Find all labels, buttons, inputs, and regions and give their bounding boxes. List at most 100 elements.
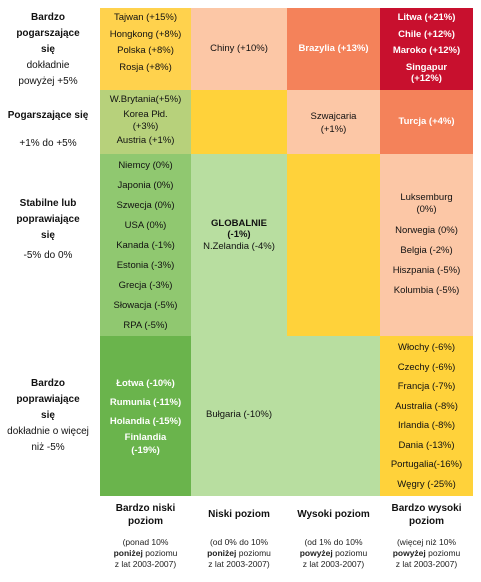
- cell-r2c3: Szwajcaria (+1%): [287, 90, 380, 154]
- list-item: Holandia (-15%): [109, 416, 182, 427]
- column-subtitle-text: poziomu: [428, 548, 461, 558]
- column-subtitle-line: poniżej poziomu: [191, 548, 287, 559]
- column-subtitle-line: (ponad 10%: [122, 537, 169, 547]
- list-item: GLOBALNIE (-1%): [211, 218, 267, 240]
- list-item: Słowacja (-5%): [113, 300, 178, 311]
- list-item: Estonia (-3%): [116, 260, 175, 271]
- column-subtitle-line: powyżej poziomu: [287, 548, 380, 559]
- row-label-3: Stabilne lub poprawiające się -5% do 0%: [0, 196, 96, 264]
- list-item: Japonia (0%): [117, 180, 174, 191]
- column-subtitle-line: z lat 2003-2007): [114, 559, 177, 569]
- list-item: Hongkong (+8%): [109, 28, 182, 40]
- cell-r2c2: [191, 90, 287, 154]
- list-item: Singapur (+12%): [405, 61, 448, 84]
- list-item: Tajwan (+15%): [113, 12, 178, 23]
- list-item: Brazylia (+13%): [298, 43, 369, 54]
- list-item: Luksemburg (0%): [400, 192, 453, 215]
- cell-r1c3: Brazylia (+13%): [287, 8, 380, 90]
- list-item: Austria (+1%): [116, 134, 175, 146]
- list-item: Dania (-13%): [398, 439, 455, 451]
- column-subtitle-4: (więcej niż 10% powyżej poziomu z lat 20…: [380, 537, 473, 570]
- list-item: Chiny (+10%): [210, 43, 268, 54]
- list-item: Szwajcaria (+1%): [310, 111, 357, 135]
- list-item: N.Zelandia (-4%): [203, 241, 275, 252]
- list-item: Chile (+12%): [398, 28, 455, 40]
- row-title: Bardzo pogarszające się: [16, 12, 80, 55]
- column-title-1: Bardzo niski poziom: [115, 503, 176, 527]
- cell-r3c1: Niemcy (0%) Japonia (0%) Szwecja (0%) US…: [100, 154, 191, 336]
- list-item: Kolumbia (-5%): [393, 285, 460, 296]
- column-subtitle-line: z lat 2003-2007): [395, 559, 458, 569]
- list-item: Finlandia (-19%): [124, 432, 167, 456]
- column-subtitle-3: (od 1% do 10% powyżej poziomu z lat 2003…: [287, 537, 380, 570]
- column-subtitle-line: poniżej poziomu: [100, 548, 191, 559]
- list-item: Norwegia (0%): [395, 225, 458, 236]
- cell-r4c4: Włochy (-6%) Czechy (-6%) Francja (-7%) …: [380, 336, 473, 496]
- row-subtitle: +1% do +5%: [19, 138, 77, 149]
- list-item: Belgia (-2%): [400, 245, 453, 256]
- column-subtitle-emphasis: poniżej: [207, 548, 237, 558]
- list-item: Łotwa (-10%): [116, 378, 175, 389]
- row-subtitle: dokładnie powyżej +5%: [18, 60, 78, 87]
- column-subtitle-line: z lat 2003-2007): [208, 559, 270, 569]
- row-title: Pogarszające się: [7, 110, 89, 121]
- list-item: Grecja (-3%): [118, 280, 173, 291]
- list-item: Turcja (+4%): [398, 116, 455, 127]
- row-subtitle: dokładnie o więcej niż -5%: [7, 426, 89, 453]
- list-item: Maroko (+12%): [392, 45, 461, 56]
- row-label-1: Bardzo pogarszające się dokładnie powyże…: [0, 10, 96, 90]
- column-subtitle-emphasis: powyżej: [392, 548, 426, 558]
- row-subtitle: -5% do 0%: [23, 250, 73, 261]
- list-item: Francja (-7%): [397, 381, 456, 392]
- row-title: Bardzo poprawiające się: [16, 378, 80, 421]
- cell-r1c1: Tajwan (+15%) Hongkong (+8%) Polska (+8%…: [100, 8, 191, 90]
- list-item: Szwecja (0%): [116, 200, 175, 211]
- row-label-2: Pogarszające się +1% do +5%: [0, 108, 96, 152]
- column-subtitle-line: (od 1% do 10%: [304, 537, 363, 547]
- row-label-4: Bardzo poprawiające się dokładnie o więc…: [0, 376, 96, 456]
- column-title-4: Bardzo wysoki poziom: [391, 503, 462, 527]
- list-item: Węgry (-25%): [397, 478, 456, 490]
- list-item: USA (0%): [124, 220, 167, 231]
- column-subtitle-text: poziomu: [145, 548, 178, 558]
- column-subtitle-emphasis: powyżej: [299, 548, 333, 558]
- list-item: Włochy (-6%): [397, 342, 455, 353]
- list-item: Hiszpania (-5%): [392, 265, 461, 276]
- list-item: Kanada (-1%): [116, 240, 175, 251]
- cell-r3c4: Luksemburg (0%) Norwegia (0%) Belgia (-2…: [380, 154, 473, 336]
- cell-r3c3: [287, 154, 380, 336]
- cell-r2c1: W.Brytania(+5%) Korea Płd. (+3%) Austria…: [100, 90, 191, 154]
- cell-r1c4: Litwa (+21%) Chile (+12%) Maroko (+12%) …: [380, 8, 473, 90]
- list-item: RPA (-5%): [123, 320, 168, 331]
- cell-r4c1: Łotwa (-10%) Rumunia (-11%) Holandia (-1…: [100, 336, 191, 496]
- column-subtitle-line: (więcej niż 10%: [396, 537, 457, 547]
- list-item: Niemcy (0%): [118, 160, 173, 171]
- list-item: W.Brytania(+5%): [109, 94, 182, 105]
- column-subtitle-line: z lat 2003-2007): [302, 559, 365, 569]
- cell-r3c2: GLOBALNIE (-1%) N.Zelandia (-4%): [191, 154, 287, 336]
- list-item: Czechy (-6%): [397, 361, 456, 373]
- list-item: Polska (+8%): [117, 45, 174, 56]
- cell-r1c2: Chiny (+10%): [191, 8, 287, 90]
- list-item: Bułgaria (-10%): [206, 409, 272, 420]
- column-subtitle-line: (od 0% do 10%: [209, 537, 269, 547]
- column-subtitle-text: poziomu: [335, 548, 368, 558]
- column-subtitle-emphasis: poniżej: [113, 548, 143, 558]
- list-item: Litwa (+21%): [397, 12, 456, 23]
- cell-r2c4: Turcja (+4%): [380, 90, 473, 154]
- column-title-2: Niski poziom: [208, 509, 270, 520]
- list-item: Rumunia (-11%): [109, 397, 182, 408]
- cell-r4c3: [287, 336, 380, 496]
- column-title-3: Wysoki poziom: [297, 509, 370, 520]
- cell-r4c2: Bułgaria (-10%): [191, 336, 287, 496]
- row-title: Stabilne lub poprawiające się: [16, 198, 80, 241]
- column-subtitle-1: (ponad 10% poniżej poziomu z lat 2003-20…: [100, 537, 191, 570]
- list-item: Irlandia (-8%): [397, 420, 456, 431]
- column-subtitle-text: poziomu: [238, 548, 271, 558]
- list-item: Australia (-8%): [395, 400, 458, 412]
- column-subtitle-2: (od 0% do 10% poniżej poziomu z lat 2003…: [191, 537, 287, 570]
- list-item: Korea Płd. (+3%): [123, 108, 168, 132]
- list-item: Rosja (+8%): [119, 61, 172, 73]
- column-subtitle-line: powyżej poziomu: [380, 548, 473, 559]
